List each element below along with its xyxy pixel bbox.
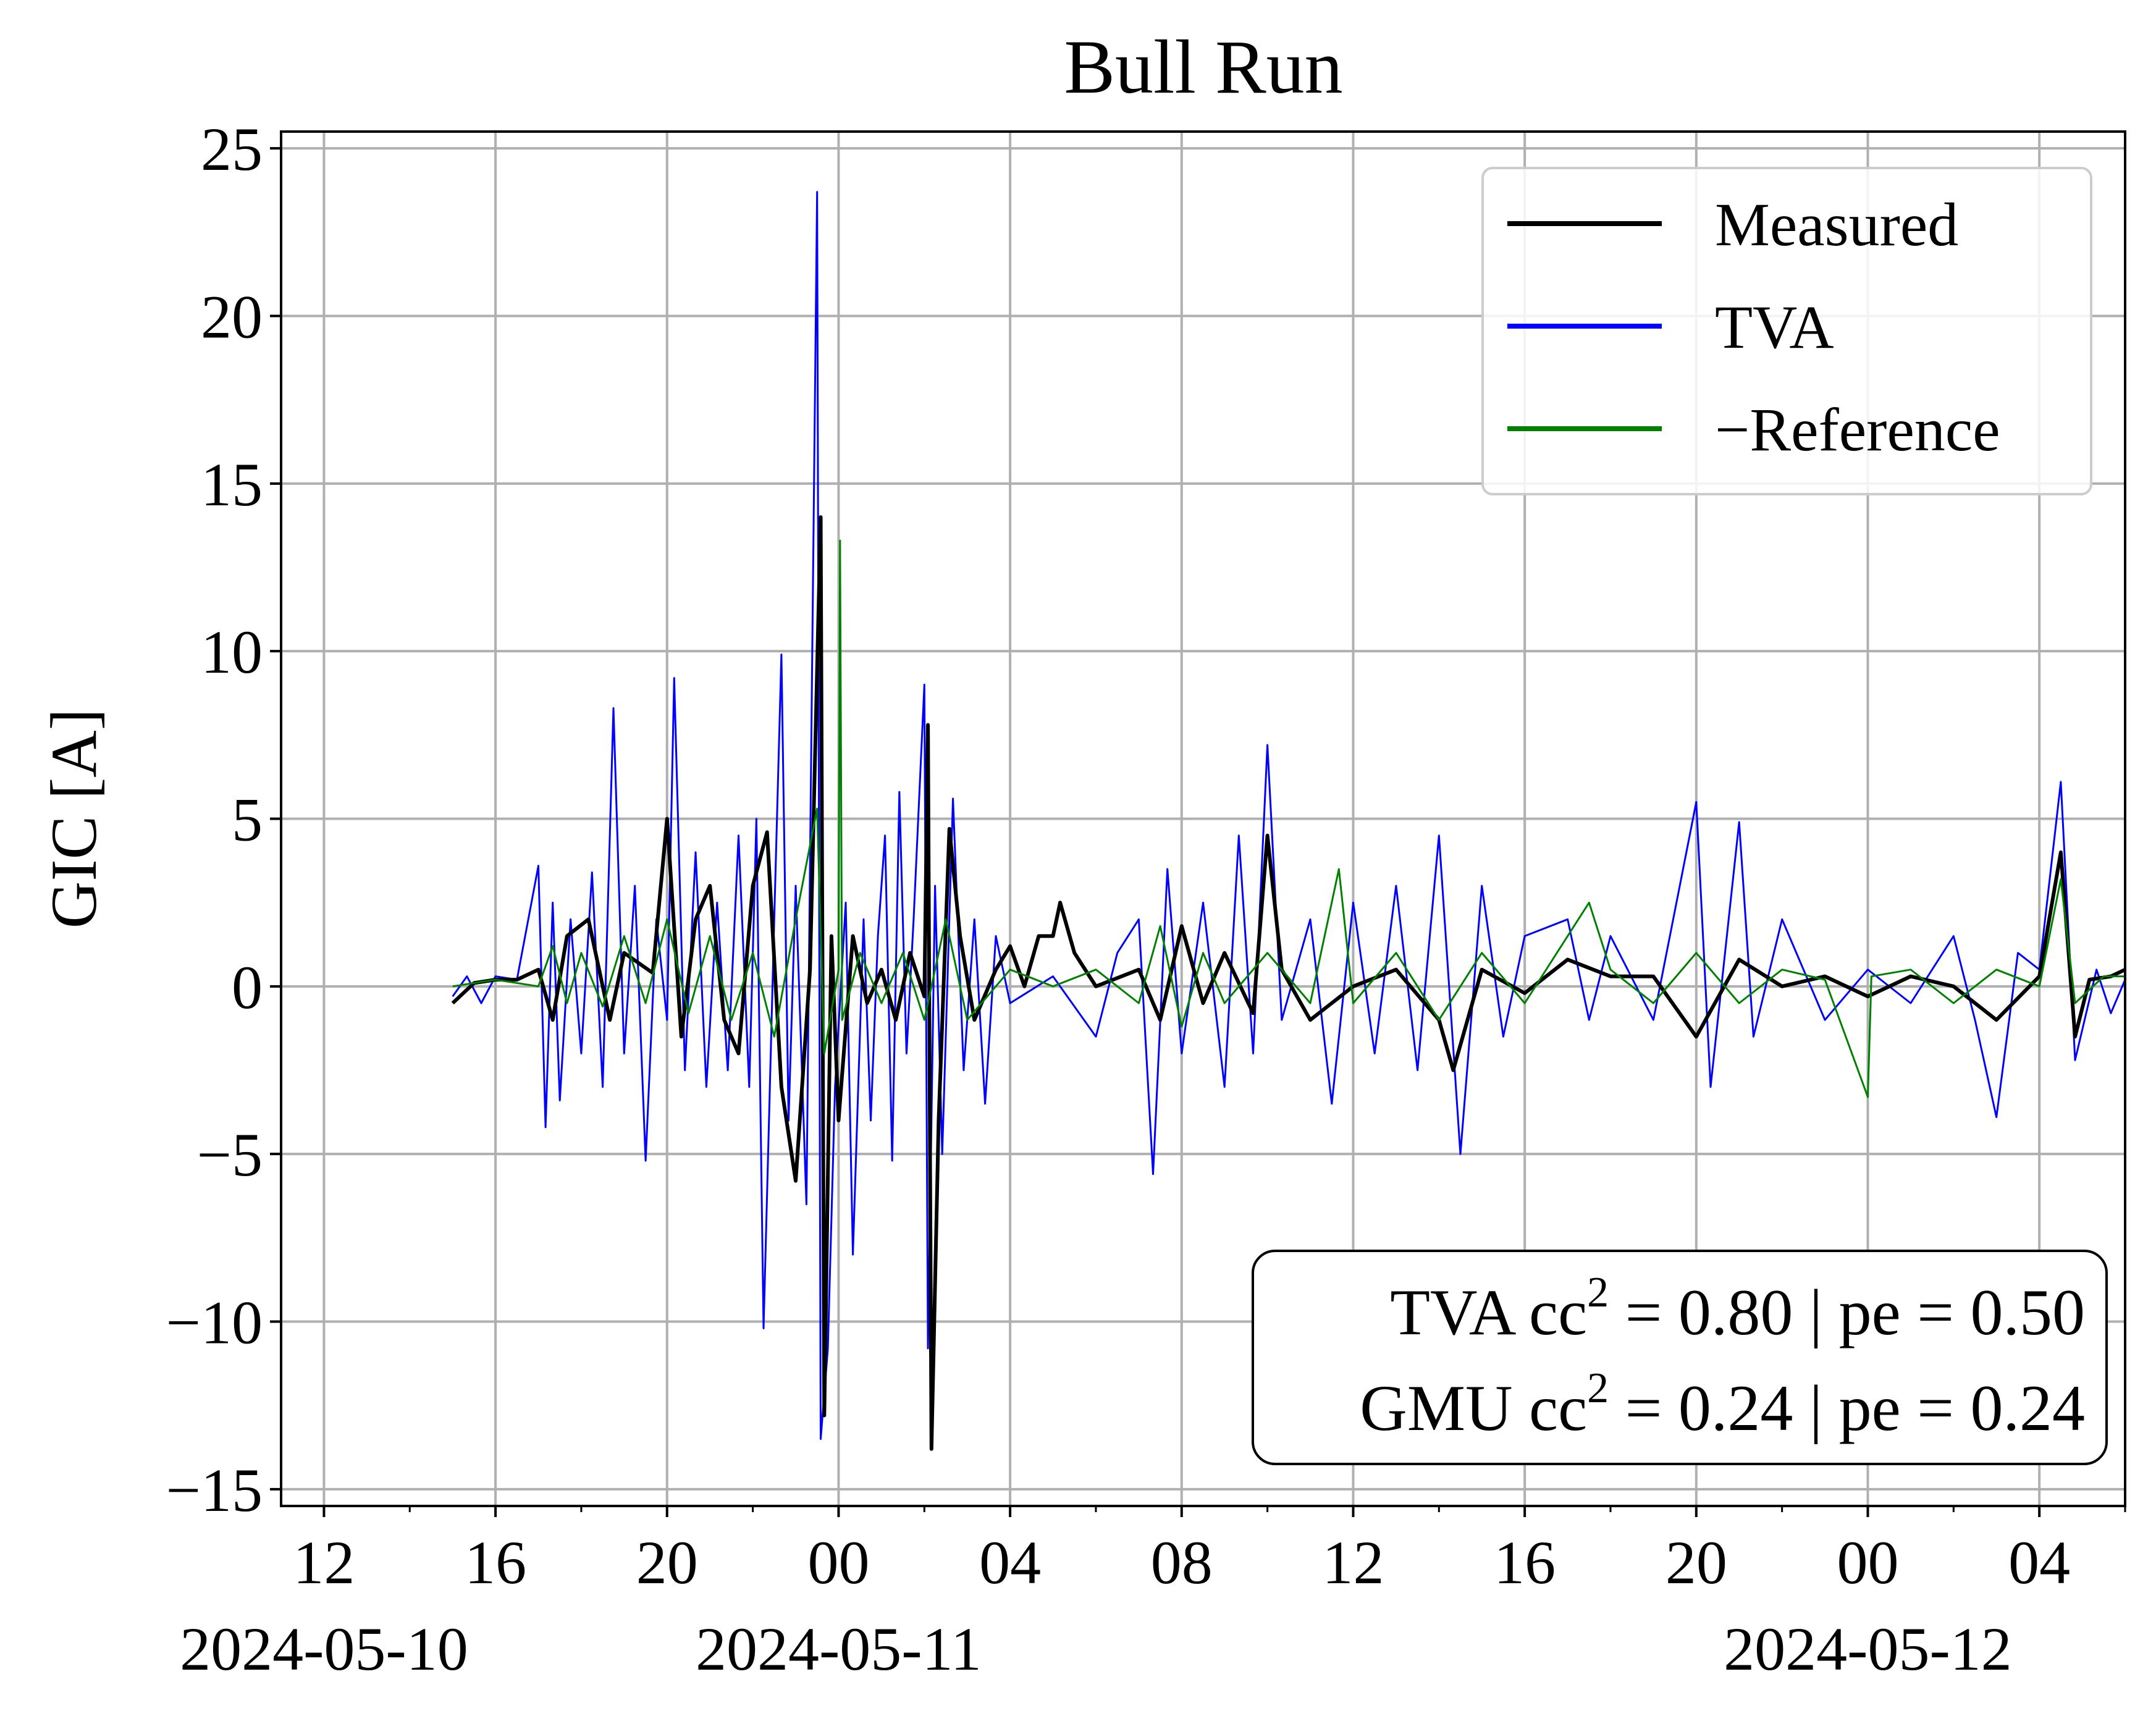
- x-tick-label: 16: [1494, 1528, 1556, 1597]
- x-tick-label: 04: [2008, 1528, 2070, 1597]
- x-tick-label: 04: [979, 1528, 1041, 1597]
- legend-label-reference: −Reference: [1715, 395, 2000, 464]
- stats-annotation: TVA cc2 = 0.80 | pe = 0.50 GMU cc2 = 0.2…: [1252, 1250, 2108, 1465]
- x-tick-label: 20: [1665, 1528, 1727, 1597]
- y-tick-label: 15: [201, 450, 263, 519]
- series-line-tva: [452, 191, 2125, 1440]
- x-date-label: 2024-05-10: [180, 1615, 468, 1683]
- y-tick-label: 10: [201, 618, 263, 686]
- y-tick-label: −15: [166, 1456, 263, 1525]
- y-tick-label: 0: [232, 953, 263, 1022]
- legend-label-tva: TVA: [1715, 293, 1834, 361]
- x-tick-label: 12: [1322, 1528, 1384, 1597]
- x-tick-label: 08: [1151, 1528, 1213, 1597]
- stats-line-gmu: GMU cc2 = 0.24 | pe = 0.24: [1360, 1365, 2085, 1444]
- legend-box: [1481, 167, 2092, 495]
- y-axis-ticks: 25 20 15 10 5 0 −5 −10 −15: [166, 115, 281, 1525]
- x-tick-label: 20: [636, 1528, 698, 1597]
- stats-line-tva: TVA cc2 = 0.80 | pe = 0.50: [1390, 1269, 2085, 1348]
- y-tick-label: −10: [166, 1289, 263, 1357]
- y-axis-label: GIC [A]: [38, 709, 110, 928]
- legend: Measured TVA −Reference: [1481, 167, 2092, 495]
- series-line-measured: [451, 515, 2125, 1451]
- x-tick-label: 16: [465, 1528, 526, 1597]
- stats-box: [1252, 1250, 2108, 1465]
- y-tick-label: 25: [201, 115, 263, 183]
- x-date-label: 2024-05-12: [1724, 1615, 2012, 1683]
- series-line-reference: [452, 539, 2125, 1098]
- series-layer: [451, 191, 2125, 1451]
- x-date-label: 2024-05-11: [696, 1615, 982, 1683]
- y-tick-label: 5: [232, 786, 263, 854]
- legend-label-measured: Measured: [1715, 190, 1958, 259]
- x-tick-label: 12: [293, 1528, 355, 1597]
- x-axis-ticks: 12 16 20 00 04 08 12 16 20 00 04 2024-05-10 2024-05-…: [180, 1506, 2126, 1683]
- x-tick-label: 00: [1837, 1528, 1898, 1597]
- x-tick-label: 00: [807, 1528, 869, 1597]
- y-tick-label: 20: [201, 282, 263, 351]
- chart-title: Bull Run: [1064, 25, 1342, 109]
- y-tick-label: −5: [197, 1121, 263, 1189]
